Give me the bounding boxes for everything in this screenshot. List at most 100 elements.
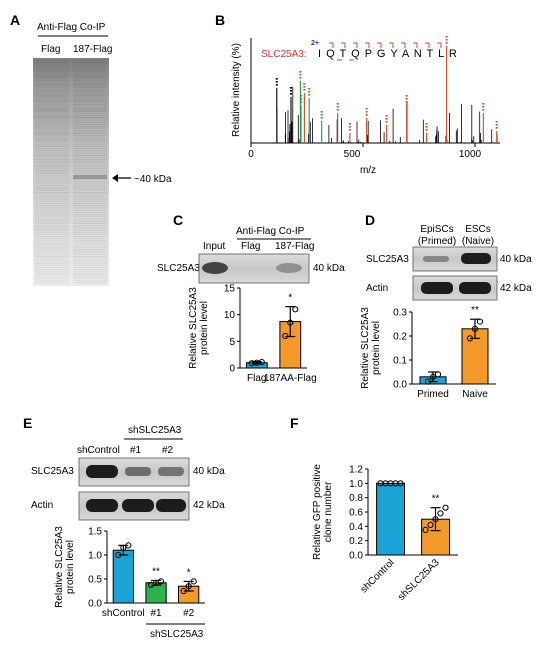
y-tick-label: 1.0	[88, 551, 102, 562]
panel-e-band-actin-2	[122, 499, 154, 512]
gel-band	[35, 244, 69, 246]
gel-band	[35, 108, 69, 110]
peak-label-tick	[290, 90, 292, 92]
panel-d-col2-line1: ESCs	[465, 224, 491, 235]
peak-label-tick	[275, 78, 278, 80]
gel-band	[35, 198, 69, 200]
peak-label-tick	[320, 111, 323, 113]
gel-band	[35, 143, 69, 145]
gel-band	[73, 137, 107, 139]
gel-band	[73, 214, 107, 216]
gel-band	[73, 209, 107, 211]
gel-band	[35, 255, 69, 257]
y-tick-label: 0	[229, 364, 235, 375]
panel-d-band-actin-1	[421, 282, 453, 294]
gel-band	[73, 64, 107, 66]
y-tick-label: 0.1	[393, 356, 407, 367]
gel-band	[73, 159, 107, 161]
panel-a: A Anti-Flag Co-IP Flag 187-Flag ~40 kDa	[10, 12, 172, 286]
gel-band	[73, 249, 107, 251]
gel-band	[73, 71, 107, 73]
gel-band-40kda	[73, 175, 107, 179]
gel-band	[35, 163, 69, 165]
gel-band	[73, 141, 107, 143]
gel-band	[35, 154, 69, 156]
gel-band	[73, 104, 107, 106]
chart-f: 0.0 0.2 0.4 0.6 0.8 1.0 1.2 Relative GFP positi…	[312, 464, 458, 603]
panel-e-bottom-group-label: shSLC25A3	[150, 629, 204, 640]
gel-band	[35, 126, 69, 128]
peak-label-tick	[495, 124, 498, 126]
panel-a-gel-bands	[35, 60, 107, 284]
peak-label-tick	[308, 88, 311, 90]
gel-band	[35, 183, 69, 185]
panel-b-xtick-0: 0	[248, 149, 254, 160]
gel-band	[35, 110, 69, 112]
panel-a-lane-187-flag: 187-Flag	[73, 44, 112, 55]
data-point	[442, 504, 449, 511]
gel-band	[35, 229, 69, 231]
gel-band	[73, 115, 107, 117]
panel-e-lane-shcontrol: shControl	[77, 445, 120, 456]
panel-a-lane-flag: Flag	[41, 44, 60, 55]
data-point	[471, 325, 479, 332]
panel-b-letter: B	[215, 12, 225, 28]
gel-band	[73, 101, 107, 103]
gel-band	[35, 115, 69, 117]
gel-band	[73, 273, 107, 275]
data-point	[476, 318, 484, 325]
panel-b-charge: 2+	[311, 40, 319, 47]
gel-band	[73, 242, 107, 244]
gel-band	[73, 110, 107, 112]
gel-band	[73, 222, 107, 224]
panel-c-band-input	[202, 262, 228, 274]
gel-band	[35, 216, 69, 218]
peak-label-tick	[290, 87, 292, 89]
gel-band	[73, 266, 107, 268]
gel-band	[35, 218, 69, 220]
x-tick-label: shControl	[359, 557, 397, 595]
panel-d-protein-slc: SLC25A3	[366, 254, 409, 265]
gel-band	[35, 214, 69, 216]
y-tick-label: 0.6	[349, 508, 363, 519]
gel-band	[35, 119, 69, 121]
gel-band	[35, 112, 69, 114]
panel-f: F	[290, 415, 299, 431]
y-tick-label: 0.0	[349, 551, 363, 562]
data-point	[258, 359, 265, 366]
gel-band	[73, 198, 107, 200]
panel-b-xtick-500: 500	[344, 149, 361, 160]
peak-label-tick	[275, 84, 278, 86]
peak-label-tick	[303, 83, 306, 85]
significance-label: *	[187, 567, 191, 578]
gel-band	[73, 227, 107, 229]
gel-band	[35, 231, 69, 233]
gel-band	[35, 220, 69, 222]
gel-band	[35, 260, 69, 262]
gel-band	[73, 60, 107, 62]
peak-label-tick	[425, 126, 428, 128]
gel-band	[35, 66, 69, 68]
y-tick-label: 0.2	[393, 332, 407, 343]
gel-band	[35, 247, 69, 249]
y-tick-label: 0.2	[349, 536, 363, 547]
y-tick-label: 1.5	[88, 527, 102, 538]
panel-c-header: Anti-Flag Co-IP	[236, 226, 305, 237]
gel-band	[35, 211, 69, 213]
panel-e-lane-2: #2	[162, 445, 174, 456]
peak-label-tick	[385, 118, 388, 120]
gel-band	[73, 271, 107, 273]
panel-d-col2-line2: (Naive)	[462, 236, 494, 247]
panel-c-kda: 40 kDa	[313, 263, 345, 274]
gel-band	[35, 282, 69, 284]
peak-label-tick	[303, 89, 306, 91]
gel-band	[35, 64, 69, 66]
panel-e-band-2	[158, 467, 184, 476]
gel-band	[35, 156, 69, 158]
gel-band	[73, 218, 107, 220]
data-point	[190, 578, 197, 585]
gel-band	[35, 165, 69, 167]
gel-band	[73, 262, 107, 264]
gel-band	[73, 251, 107, 253]
peak-label-tick	[365, 111, 368, 113]
